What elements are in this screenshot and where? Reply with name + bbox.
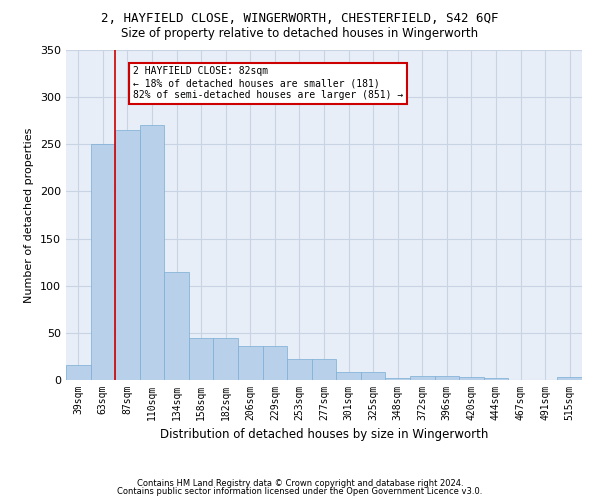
Bar [336, 372, 361, 380]
Bar [459, 377, 484, 380]
Bar [312, 360, 336, 380]
Bar [140, 126, 164, 380]
Bar [66, 365, 91, 380]
Text: 2, HAYFIELD CLOSE, WINGERWORTH, CHESTERFIELD, S42 6QF: 2, HAYFIELD CLOSE, WINGERWORTH, CHESTERF… [101, 12, 499, 26]
Bar [238, 346, 263, 380]
Bar [434, 376, 459, 380]
Bar [164, 272, 189, 380]
Bar [214, 338, 238, 380]
Text: Size of property relative to detached houses in Wingerworth: Size of property relative to detached ho… [121, 28, 479, 40]
Bar [410, 376, 434, 380]
Bar [361, 372, 385, 380]
Bar [287, 360, 312, 380]
Bar [189, 338, 214, 380]
Bar [385, 378, 410, 380]
Bar [115, 130, 140, 380]
X-axis label: Distribution of detached houses by size in Wingerworth: Distribution of detached houses by size … [160, 428, 488, 442]
Text: Contains HM Land Registry data © Crown copyright and database right 2024.: Contains HM Land Registry data © Crown c… [137, 478, 463, 488]
Bar [557, 377, 582, 380]
Y-axis label: Number of detached properties: Number of detached properties [25, 128, 34, 302]
Bar [263, 346, 287, 380]
Text: Contains public sector information licensed under the Open Government Licence v3: Contains public sector information licen… [118, 487, 482, 496]
Bar [91, 144, 115, 380]
Text: 2 HAYFIELD CLOSE: 82sqm
← 18% of detached houses are smaller (181)
82% of semi-d: 2 HAYFIELD CLOSE: 82sqm ← 18% of detache… [133, 66, 403, 100]
Bar [484, 378, 508, 380]
